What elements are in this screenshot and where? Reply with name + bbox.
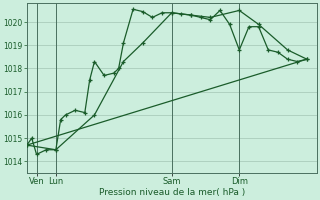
- X-axis label: Pression niveau de la mer( hPa ): Pression niveau de la mer( hPa ): [99, 188, 245, 197]
